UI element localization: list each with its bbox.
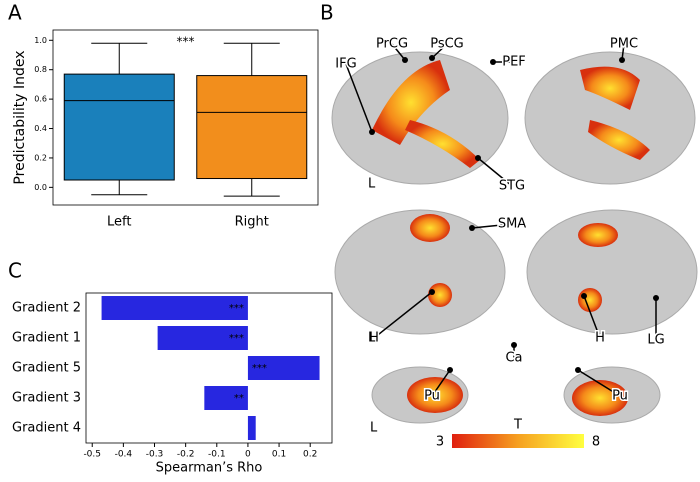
y-tick-label: 0.0 [34,183,47,192]
brain-images [331,51,698,448]
leader-line [477,157,513,187]
x-tick-label: -0.2 [177,450,195,460]
y-tick-label: Gradient 4 [12,421,81,436]
bar [157,326,248,350]
leader-line [577,369,621,397]
plot-frame [52,29,319,206]
panel-letter: C [8,259,22,283]
region-label: Pu [424,389,440,404]
y-tick-label: 1.0 [34,36,47,45]
bar [101,296,248,320]
leader-dot [429,289,435,295]
y-tick-label: Gradient 1 [12,331,81,346]
y-tick-label: 0.2 [34,153,47,162]
region-label: H [369,331,379,346]
box [63,73,175,181]
leader-line [431,369,451,397]
leader-dot [369,129,375,135]
hemisphere-label: L [370,421,378,436]
box [196,75,308,180]
x-tick-label: 0.1 [272,450,286,460]
leader-line [391,43,406,61]
x-tick-label: -0.3 [146,450,164,460]
region-label: SMA [498,217,526,232]
x-tick-label: 0.2 [303,450,317,460]
hemisphere-label: L [368,177,376,192]
y-tick-label: Gradient 3 [12,391,81,406]
colorbar-label: T [513,418,522,433]
leader-dot [575,367,581,373]
region-label: PsCG [430,37,464,52]
leader-dot [490,59,496,65]
bar [247,356,320,380]
leader-dot [653,295,659,301]
value-label: *** [229,303,244,314]
colorbar [452,434,584,448]
colorbar-min: 3 [436,435,444,450]
leader-line [583,295,601,339]
leader-line [431,43,448,59]
colorbar-max: 8 [592,435,600,450]
region-label: STG [499,179,525,194]
region-label: PEF [502,55,526,70]
region-label: PrCG [376,37,408,52]
x-tick-label: -0.5 [83,450,101,460]
value-label: ** [234,393,244,404]
plot-frame [85,292,333,444]
leader-dot [402,57,408,63]
region-label: LG [647,333,664,348]
y-tick-label: 0.6 [34,95,47,104]
panel-letter: A [8,1,22,25]
x-axis-label: Spearman’s Rho [156,461,263,476]
region-label: H [595,331,605,346]
y-tick-label: Gradient 5 [12,361,81,376]
value-label: *** [252,363,267,374]
region-label: Pu [612,389,628,404]
hemisphere-label: L [368,331,376,346]
annotation: *** [177,35,195,49]
bar [204,386,248,410]
x-tick-label: Left [107,215,131,230]
y-axis-label: Predictability Index [12,50,28,184]
panel-letter: B [320,1,334,25]
y-tick-label: 0.8 [34,65,47,74]
leader-dot [511,342,517,348]
leader-dot [447,367,453,373]
y-tick-label: 0.4 [34,124,47,133]
x-tick-label: -0.1 [208,450,226,460]
value-label: *** [229,333,244,344]
leader-dot [429,55,435,61]
leader-line [345,63,373,133]
bar [247,416,256,440]
x-tick-label: -0.4 [115,450,133,460]
region-label: IFG [335,57,356,72]
x-tick-label: Right [235,215,269,230]
leader-line [471,223,513,229]
leader-dot [619,57,625,63]
x-tick-label: 0 [245,450,251,460]
y-tick-label: Gradient 2 [12,301,81,316]
leader-line [373,291,433,339]
leader-dot [475,155,481,161]
leader-dot [469,225,475,231]
region-label: Ca [505,351,522,366]
leader-dot [581,293,587,299]
region-label: PMC [610,37,638,52]
